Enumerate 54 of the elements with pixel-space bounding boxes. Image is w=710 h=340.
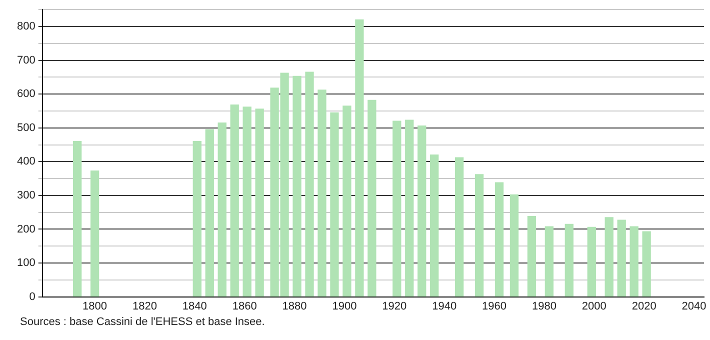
y-tick-label: 200	[16, 223, 36, 236]
bar	[355, 19, 364, 297]
x-tick-label: 1920	[382, 300, 407, 312]
x-tick-label: 2040	[682, 300, 706, 312]
bar	[255, 108, 264, 297]
x-tick-label: 2000	[582, 300, 606, 312]
x-tick-label: 1800	[82, 300, 108, 312]
bar	[418, 126, 426, 297]
x-tick-label: 1960	[482, 300, 507, 312]
bar	[392, 120, 402, 297]
bar	[205, 129, 214, 297]
x-tick-label: 1980	[532, 300, 556, 312]
x-tick-label: 1840	[182, 300, 207, 312]
y-tick-label: 700	[16, 54, 36, 66]
x-tick-label: 1880	[282, 300, 307, 312]
bar	[305, 72, 314, 297]
bar	[90, 170, 100, 297]
y-tick-label: 600	[16, 88, 36, 100]
bar	[494, 182, 504, 297]
bar	[330, 112, 339, 297]
bar	[405, 120, 414, 297]
bar	[587, 226, 596, 297]
x-tick-label: 1860	[232, 300, 257, 312]
y-tick-label: 400	[16, 156, 36, 168]
bar	[544, 226, 554, 297]
bar	[604, 217, 614, 297]
y-tick-label: 500	[16, 122, 36, 134]
bar	[292, 76, 302, 297]
bar	[230, 104, 239, 297]
bar	[192, 141, 202, 297]
bar	[617, 220, 626, 297]
bar	[527, 216, 536, 297]
bar	[218, 122, 226, 297]
y-tick-label: 800	[16, 20, 36, 33]
bar	[474, 174, 484, 297]
bar	[368, 100, 376, 297]
bar	[318, 90, 326, 297]
bar	[342, 106, 352, 297]
bar	[630, 226, 638, 297]
bar	[430, 154, 439, 297]
bar	[72, 141, 82, 297]
y-tick-label: 300	[16, 189, 36, 202]
bar	[510, 194, 519, 297]
source-note: Sources : base Cassini de l'EHESS et base Insee.	[20, 316, 266, 328]
x-tick-label: 1940	[432, 300, 457, 312]
bar	[642, 231, 651, 297]
x-tick-label: 1900	[332, 300, 357, 312]
x-tick-label: 2020	[632, 300, 656, 312]
bar	[454, 157, 464, 297]
y-tick-label: 100	[16, 257, 36, 270]
y-tick-label: 0	[29, 290, 36, 303]
bar	[242, 106, 252, 297]
bar	[564, 224, 574, 297]
x-tick-label: 1820	[132, 300, 157, 312]
